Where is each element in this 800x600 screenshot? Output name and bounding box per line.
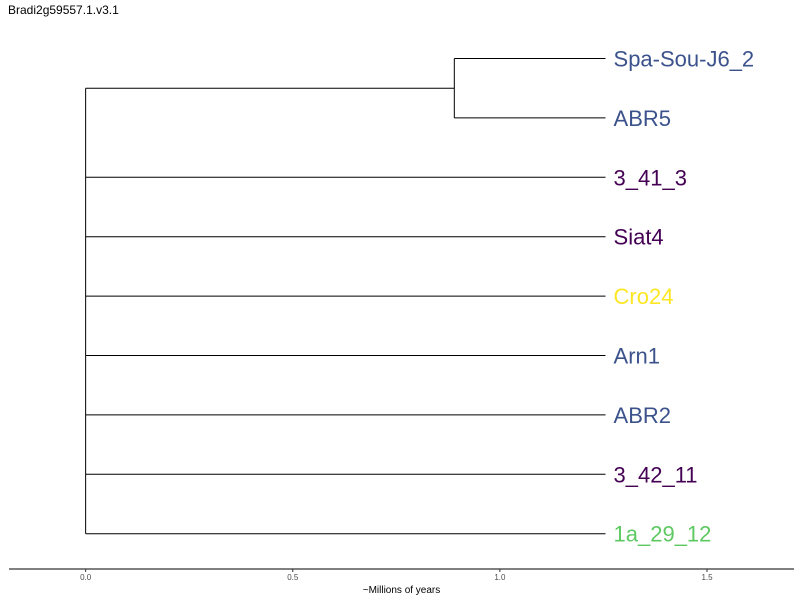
leaf-label: 3_42_11 bbox=[614, 462, 698, 487]
x-axis: 0.0 0.5 1.0 1.5 ~Millions of years bbox=[9, 568, 794, 596]
x-axis-tick-label: 1.0 bbox=[494, 573, 506, 582]
leaf-label: ABR2 bbox=[614, 403, 671, 428]
x-axis-ticks: 0.0 0.5 1.0 1.5 bbox=[80, 569, 713, 582]
x-axis-title: ~Millions of years bbox=[363, 585, 441, 596]
leaf-label: Siat4 bbox=[614, 225, 664, 250]
leaf-label: 1a_29_12 bbox=[614, 522, 712, 547]
leaf-labels: Spa-Sou-J6_2 ABR5 3_41_3 Siat4 Cro24 Arn1 ABR2… bbox=[614, 47, 755, 547]
leaf-label: Arn1 bbox=[614, 344, 660, 369]
x-axis-tick-label: 1.5 bbox=[701, 573, 713, 582]
x-axis-tick-label: 0.0 bbox=[80, 573, 92, 582]
leaf-label: ABR5 bbox=[614, 106, 671, 131]
tree-branches bbox=[85, 58, 606, 535]
plot-title: Bradi2g59557.1.v3.1 bbox=[8, 3, 119, 17]
leaf-label: Spa-Sou-J6_2 bbox=[614, 47, 755, 72]
leaf-label: Cro24 bbox=[614, 284, 674, 309]
leaf-label: 3_41_3 bbox=[614, 165, 687, 190]
x-axis-tick-label: 0.5 bbox=[287, 573, 299, 582]
